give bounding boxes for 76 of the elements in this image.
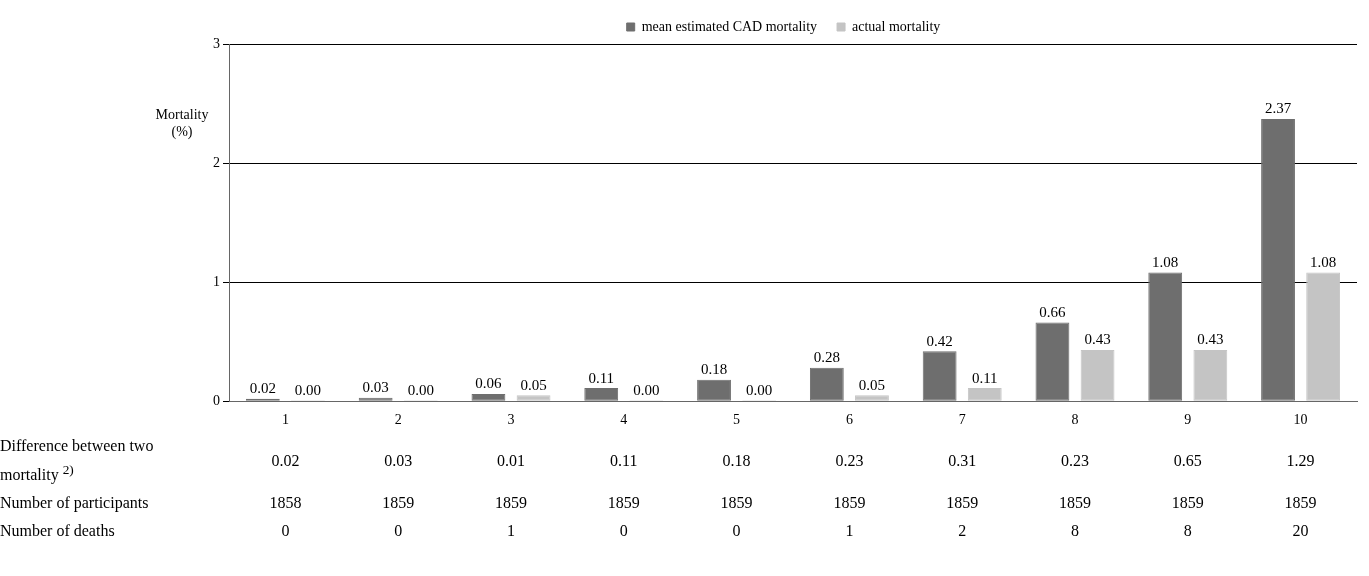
data-label: 0.43 [1084, 331, 1111, 348]
text: 0.03 [384, 451, 413, 470]
data-label: 0.02 [249, 380, 276, 397]
x-tick-label: 2 [394, 412, 402, 428]
bar [1306, 272, 1341, 401]
x-tick-label: 10 [1293, 412, 1308, 428]
bar [1193, 350, 1228, 401]
data-label: 0.03 [362, 379, 389, 396]
data-label: 2.37 [1264, 100, 1292, 117]
data-label: 1.08 [1152, 254, 1179, 271]
bar [855, 395, 889, 401]
data-label: 0.43 [1197, 331, 1224, 348]
data-label: 0.00 [633, 381, 660, 398]
x-tick-label: 8 [1071, 412, 1079, 428]
data-label: 0.05 [520, 376, 547, 393]
y-tick-label: 2 [213, 154, 220, 170]
data-label: 0.05 [858, 376, 886, 393]
legend-label: mean estimated CAD mortality [641, 18, 818, 34]
text: 0.02 [271, 451, 300, 470]
text: 0.23 [1061, 451, 1089, 470]
y-tick-label: 1 [213, 273, 220, 289]
text: 0.31 [948, 451, 977, 470]
text: Number of participants [0, 493, 150, 514]
text: Difference between two mortality $^{2)}$ [0, 436, 155, 486]
text: 1 [507, 522, 515, 541]
data-label: 0.11 [971, 369, 998, 386]
x-tick-label: 3 [507, 412, 515, 428]
text: 0.65 [1173, 451, 1202, 470]
text: Number of deaths [0, 521, 116, 542]
text: 8 [1071, 522, 1079, 541]
data-label: 0.00 [294, 381, 322, 398]
text: 2 [958, 522, 967, 541]
text: 8 [1183, 522, 1192, 541]
text: 1859 [946, 494, 979, 513]
bar [516, 395, 551, 401]
text: 1859 [607, 494, 640, 513]
y-tick-label: 3 [213, 35, 220, 51]
x-tick-label: 7 [958, 412, 966, 428]
x-tick-label: 5 [733, 412, 741, 428]
text: 20 [1292, 522, 1309, 541]
data-label: 0.06 [475, 375, 503, 392]
text: 1859 [495, 494, 527, 513]
text: 1859 [1171, 494, 1204, 513]
text: 1859 [720, 494, 753, 513]
legend-label: actual mortality [852, 18, 941, 34]
data-label: 0.42 [926, 332, 953, 349]
data-label: 0.00 [407, 381, 434, 398]
x-tick-label: 6 [845, 412, 853, 428]
text: 0.23 [835, 451, 864, 470]
text: 1858 [269, 494, 302, 513]
data-label: 0.18 [700, 361, 728, 378]
data-label: 1.08 [1310, 254, 1337, 271]
text: 1 [845, 522, 854, 541]
data-label: 0.00 [746, 381, 773, 398]
y-axis-title: Mortality (%) [155, 107, 209, 141]
text: 1859 [1059, 494, 1091, 513]
text: 0 [732, 522, 741, 541]
bar [967, 388, 1002, 401]
data-label: 0.11 [588, 369, 615, 386]
y-tick-label: 0 [213, 392, 220, 408]
text: 0.11 [610, 451, 638, 470]
text: 0 [394, 522, 403, 541]
text: 0.18 [722, 451, 751, 470]
text: 0 [619, 522, 628, 541]
data-label: 0.28 [813, 349, 840, 366]
text: 0.01 [497, 451, 525, 470]
x-tick-label: 4 [620, 412, 628, 428]
text: 0 [281, 522, 290, 541]
x-tick-label: 9 [1184, 412, 1192, 428]
bar [1080, 350, 1115, 401]
x-tick-label: 1 [281, 412, 289, 428]
text: 1.29 [1286, 451, 1315, 470]
text: 1859 [833, 494, 866, 513]
data-label: 0.66 [1039, 304, 1067, 321]
text: 1859 [1284, 494, 1317, 513]
text: 1859 [382, 494, 415, 513]
